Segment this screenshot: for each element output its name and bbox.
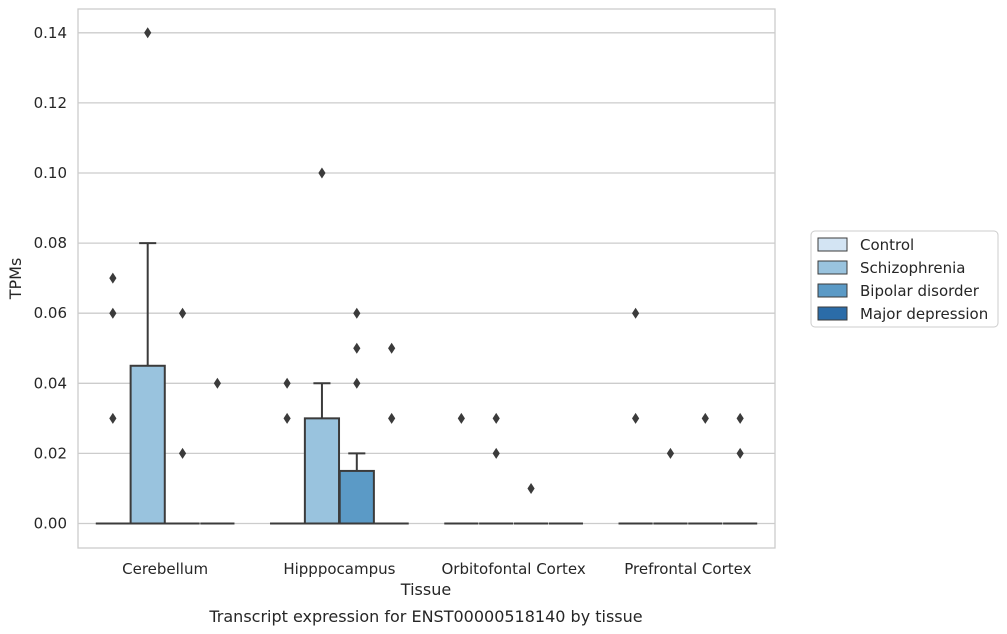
legend-swatch <box>817 306 848 321</box>
outlier-point <box>388 412 396 424</box>
legend: Control Schizophrenia Bipolar disorder Majo… <box>810 230 999 328</box>
x-axis-title: Tissue <box>400 580 451 599</box>
outlier-point <box>666 447 675 459</box>
box-group <box>374 342 409 525</box>
box-group <box>723 412 758 525</box>
legend-swatch <box>817 237 848 252</box>
y-tick-label: 0.02 <box>34 444 67 462</box>
y-tick-label: 0.14 <box>34 24 67 42</box>
box-group <box>338 307 375 525</box>
outlier-point <box>144 27 152 39</box>
x-tick-label: Hipppocampus <box>283 560 395 578</box>
outlier-point <box>318 167 326 179</box>
box <box>338 469 375 525</box>
y-axis: 0.00 0.02 0.04 0.06 0.08 0.10 0.12 0.14 <box>34 24 67 533</box>
y-tick-label: 0.06 <box>34 304 67 322</box>
chart-caption: Transcript expression for ENST0000051814… <box>208 607 642 626</box>
plot-frame <box>77 8 776 549</box>
outlier-point <box>527 482 535 494</box>
y-tick-label: 0.00 <box>34 515 67 533</box>
box-group <box>618 307 653 525</box>
outlier-point <box>388 342 396 354</box>
box-group <box>129 27 166 525</box>
box <box>303 417 341 525</box>
outlier-point <box>492 412 500 424</box>
y-tick-label: 0.12 <box>34 94 67 112</box>
box-group <box>200 377 235 525</box>
legend-label: Bipolar disorder <box>860 282 980 300</box>
box-group <box>653 447 688 525</box>
box-group <box>95 272 130 525</box>
box <box>129 364 166 525</box>
box-group <box>479 412 514 525</box>
outlier-point <box>109 412 117 424</box>
y-tick-label: 0.04 <box>34 374 67 392</box>
box-group <box>165 307 200 525</box>
outlier-point <box>632 307 640 319</box>
legend-frame <box>810 230 999 328</box>
outlier-point <box>492 447 500 459</box>
outlier-point <box>109 272 117 284</box>
legend-label: Control <box>860 236 914 254</box>
outlier-point <box>283 377 291 389</box>
outlier-point <box>353 377 361 389</box>
outlier-point <box>736 412 744 424</box>
box-group <box>513 482 549 525</box>
outlier-point <box>736 447 744 459</box>
box-group <box>688 412 723 525</box>
box-group <box>270 377 305 525</box>
y-tick-label: 0.08 <box>34 234 67 252</box>
x-tick-label: Prefrontal Cortex <box>624 560 751 578</box>
outlier-point <box>283 412 291 424</box>
legend-swatch <box>817 260 848 275</box>
outlier-point <box>701 412 709 424</box>
legend-label: Schizophrenia <box>860 259 965 277</box>
y-axis-title: TPMs <box>6 258 25 301</box>
x-tick-label: Orbitofontal Cortex <box>442 560 586 578</box>
outlier-point <box>632 412 640 424</box>
outlier-point <box>213 377 221 389</box>
outlier-point <box>457 412 465 424</box>
legend-swatch <box>817 283 848 298</box>
box-group <box>303 167 341 525</box>
outlier-point <box>353 342 361 354</box>
outlier-point <box>178 307 187 319</box>
box-group <box>444 412 479 525</box>
outlier-point <box>109 307 117 319</box>
x-axis: Cerebellum Hipppocampus Orbitofontal Corte… <box>122 560 751 578</box>
x-tick-label: Cerebellum <box>122 560 208 578</box>
legend-label: Major depression <box>860 305 988 323</box>
box-plots <box>95 27 758 525</box>
y-tick-label: 0.10 <box>34 164 67 182</box>
outlier-point <box>178 447 187 459</box>
outlier-point <box>353 307 361 319</box>
